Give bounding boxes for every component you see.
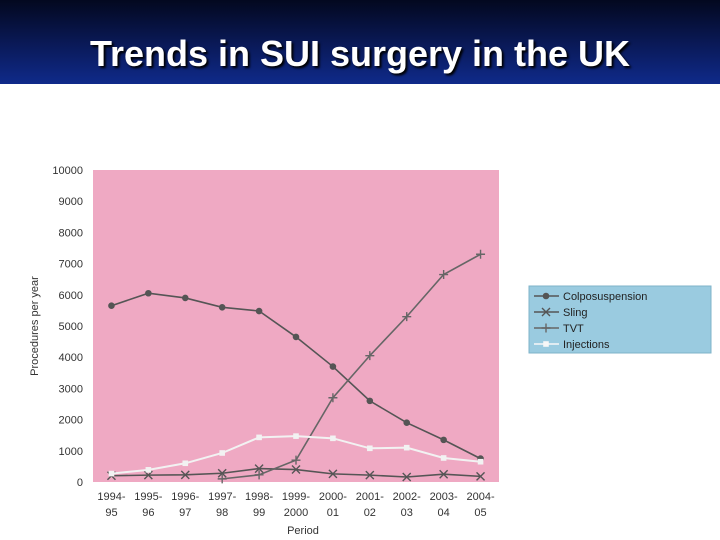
data-point-colposuspension	[292, 333, 300, 341]
y-axis-ticks: 0 1000 2000 3000 4000 5000 6000 7000 8000 9000 100…	[52, 165, 83, 489]
legend-label-sling: Sling	[563, 307, 587, 319]
data-point-colposuspension	[329, 363, 337, 370]
title-bar	[0, 0, 720, 84]
series-line-tvt	[222, 253, 481, 480]
data-point-tvt	[217, 474, 227, 484]
data-point-injections	[403, 444, 410, 451]
x-tick-label: 2001-02	[356, 491, 384, 519]
legend-label-injections: Injections	[563, 339, 610, 351]
data-point-tvt	[328, 393, 338, 403]
y-tick-label: 10000	[52, 165, 83, 177]
data-point-injections	[108, 470, 115, 477]
x-tick-label: 2003-04	[430, 491, 458, 519]
y-tick-label: 7000	[59, 259, 83, 271]
data-point-injections	[145, 467, 152, 473]
data-point-tvt	[402, 312, 412, 322]
legend-box	[528, 285, 712, 354]
y-tick-label: 0	[77, 477, 83, 489]
legend-marker-tvt	[541, 323, 551, 333]
data-point-tvt	[439, 270, 449, 280]
data-point-sling	[328, 469, 338, 479]
data-point-sling	[439, 469, 449, 479]
data-point-sling	[402, 472, 412, 482]
data-point-injections	[182, 460, 189, 467]
x-axis-ticks: 1994-95 1995-96 1996-97 1997-98 1998-99 1999-…	[97, 491, 495, 519]
legend-marker-colposuspension	[542, 292, 550, 300]
x-tick-label: 2002-03	[393, 491, 421, 519]
legend-marker-sling	[541, 307, 551, 317]
legend-label-tvt: TVT	[563, 323, 584, 335]
x-axis-label: Period	[287, 525, 319, 537]
data-point-colposuspension	[403, 419, 411, 427]
data-point-sling	[365, 470, 375, 480]
data-point-injections	[440, 455, 447, 461]
x-tick-label: 2000-01	[319, 491, 347, 519]
data-point-sling	[180, 470, 190, 480]
data-point-colposuspension	[108, 302, 115, 310]
data-point-sling	[254, 464, 264, 474]
data-point-sling	[476, 471, 486, 481]
x-tick-label: 1998-99	[245, 491, 273, 519]
slide-title: Trends in SUI surgery in the UK	[89, 33, 631, 74]
y-axis-label: Procedures per year	[29, 276, 41, 376]
x-tick-label: 1999-2000	[282, 491, 310, 519]
legend: Colposuspension Sling TVT Injections	[528, 285, 712, 354]
data-point-colposuspension	[366, 397, 374, 405]
data-point-sling	[217, 468, 227, 478]
data-point-tvt	[476, 249, 486, 259]
data-point-colposuspension	[255, 307, 263, 315]
data-point-injections	[330, 435, 336, 442]
data-point-colposuspension	[218, 303, 226, 311]
x-tick-label: 1995-96	[134, 491, 162, 519]
legend-marker-injections	[543, 341, 549, 347]
data-point-colposuspension	[181, 294, 189, 302]
y-tick-label: 2000	[59, 415, 83, 427]
y-tick-label: 1000	[59, 446, 83, 458]
data-point-injections	[367, 445, 373, 452]
y-tick-label: 5000	[59, 321, 83, 333]
x-tick-label: 1996-97	[171, 491, 199, 519]
data-point-sling	[291, 465, 301, 475]
x-tick-label: 2004-05	[466, 491, 494, 519]
y-tick-label: 4000	[59, 352, 83, 364]
legend-label-colposuspension: Colposuspension	[563, 291, 647, 303]
y-tick-label: 6000	[59, 290, 83, 302]
data-point-injections	[219, 450, 225, 456]
data-point-injections	[293, 433, 299, 439]
data-point-colposuspension	[440, 436, 447, 444]
y-tick-label: 8000	[59, 227, 83, 239]
data-point-tvt	[365, 351, 375, 361]
y-tick-label: 9000	[59, 196, 83, 208]
data-point-tvt	[291, 455, 301, 465]
x-tick-label: 1997-98	[208, 491, 236, 519]
plot-area	[93, 170, 499, 482]
series-group	[106, 249, 486, 484]
data-point-injections	[256, 434, 262, 441]
data-point-injections	[477, 458, 484, 465]
data-point-colposuspension	[145, 289, 152, 297]
x-tick-label: 1994-95	[97, 491, 125, 519]
data-point-tvt	[254, 470, 264, 480]
y-tick-label: 3000	[59, 383, 83, 395]
